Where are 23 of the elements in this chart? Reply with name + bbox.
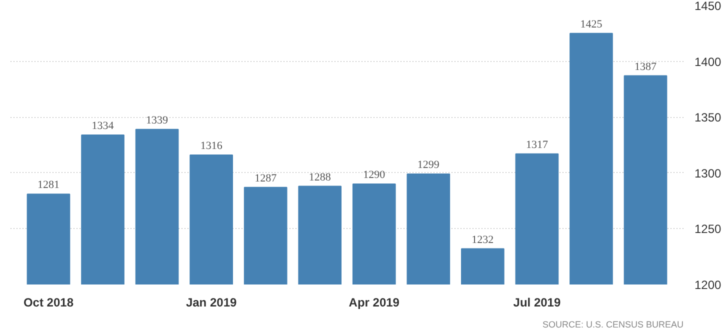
y-tick-label: 1300 xyxy=(694,166,722,180)
data-label: 1288 xyxy=(308,171,332,184)
y-tick-label: 1350 xyxy=(694,110,722,125)
data-label: 1317 xyxy=(526,138,548,151)
data-label: 1281 xyxy=(37,179,60,192)
y-tick-label: 1400 xyxy=(694,54,722,69)
data-label: 1299 xyxy=(417,159,440,172)
source-note: SOURCE: U.S. CENSUS BUREAU xyxy=(542,320,684,330)
x-tick-label: Apr 2019 xyxy=(348,296,400,310)
y-tick-label: 1450 xyxy=(694,0,722,13)
data-label: 1232 xyxy=(472,234,494,246)
data-label: 1290 xyxy=(363,169,386,182)
data-label: 1425 xyxy=(580,18,603,30)
x-tick-label: Jul 2019 xyxy=(513,296,561,310)
data-label: 1316 xyxy=(200,140,223,152)
data-label: 1339 xyxy=(146,114,169,126)
x-tick-label: Jan 2019 xyxy=(186,296,237,310)
data-label: 1387 xyxy=(634,60,658,73)
y-tick-label: 1250 xyxy=(694,222,722,236)
y-tick-label: 1200 xyxy=(694,278,722,292)
data-label: 1334 xyxy=(92,120,114,132)
data-label: 1287 xyxy=(254,172,278,184)
x-tick-label: Oct 2018 xyxy=(23,296,74,310)
